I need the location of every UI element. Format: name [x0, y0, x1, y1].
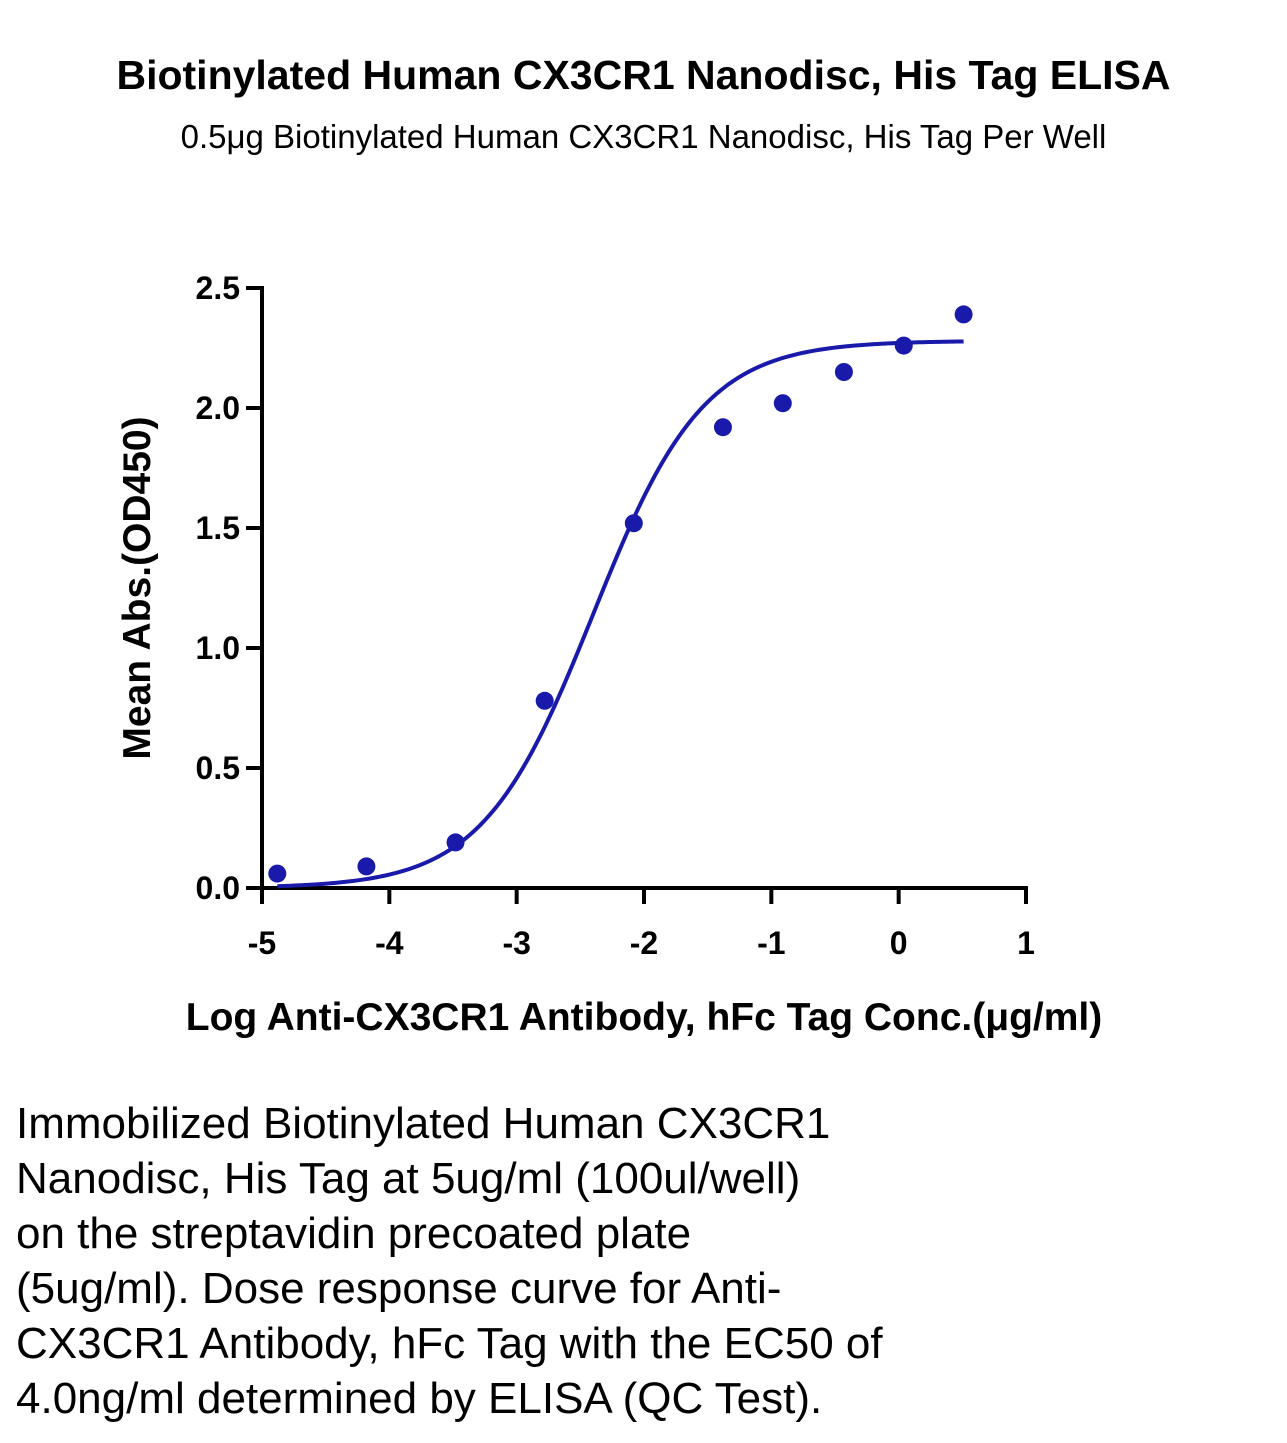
y-axis-title: Mean Abs.(OD450) [116, 416, 159, 759]
chart-title: Biotinylated Human CX3CR1 Nanodisc, His … [116, 52, 1171, 98]
data-point [446, 833, 465, 852]
y-tick-label: 2.5 [196, 270, 240, 306]
data-point [357, 857, 376, 876]
caption-line: Immobilized Biotinylated Human CX3CR1 [16, 1099, 831, 1148]
figure-caption: Immobilized Biotinylated Human CX3CR1 Na… [16, 1096, 1016, 1426]
y-tick-label: 1.0 [196, 630, 240, 666]
caption-line: Nanodisc, His Tag at 5ug/ml (100ul/well) [16, 1154, 801, 1203]
fit-curve-layer [277, 339, 964, 889]
x-tick-label: -1 [757, 925, 785, 961]
data-point [834, 363, 853, 381]
data-point [535, 691, 554, 710]
data-point [894, 336, 913, 355]
y-tick-label: 2.0 [196, 390, 240, 426]
x-tick-label: -5 [248, 925, 276, 961]
chart-axes: 0.0 0.5 1.0 1.5 2.0 2.5 -5 -4 -3 -2 -1 0 1 [196, 270, 1035, 961]
caption-line: on the streptavidin precoated plate [16, 1209, 692, 1258]
data-point [268, 864, 287, 883]
x-tick-label: 0 [890, 925, 908, 961]
y-tick-label: 0.0 [196, 870, 240, 906]
data-points-layer [268, 305, 973, 883]
y-tick-label: 0.5 [196, 750, 240, 786]
caption-line: 4.0ng/ml determined by ELISA (QC Test). [16, 1374, 823, 1423]
chart-subtitle: 0.5μg Biotinylated Human CX3CR1 Nanodisc… [180, 118, 1107, 155]
data-point [624, 514, 643, 533]
elisa-chart: 0.0 0.5 1.0 1.5 2.0 2.5 -5 -4 -3 -2 -1 0 1 Mean Abs.… [116, 270, 1102, 1039]
data-point [954, 305, 973, 324]
x-tick-label: -4 [375, 925, 404, 961]
data-point [713, 418, 732, 437]
fit-curve-line [277, 339, 964, 889]
x-tick-label: -2 [630, 925, 658, 961]
caption-line: (5ug/ml). Dose response curve for Anti- [16, 1264, 782, 1313]
x-tick-label: 1 [1017, 925, 1035, 961]
x-tick-label: -3 [502, 925, 530, 961]
caption-line: CX3CR1 Antibody, hFc Tag with the EC50 o… [16, 1319, 883, 1368]
y-tick-label: 1.5 [196, 510, 240, 546]
data-point [773, 394, 792, 413]
x-axis-title: Log Anti-CX3CR1 Antibody, hFc Tag Conc.(… [186, 996, 1102, 1039]
